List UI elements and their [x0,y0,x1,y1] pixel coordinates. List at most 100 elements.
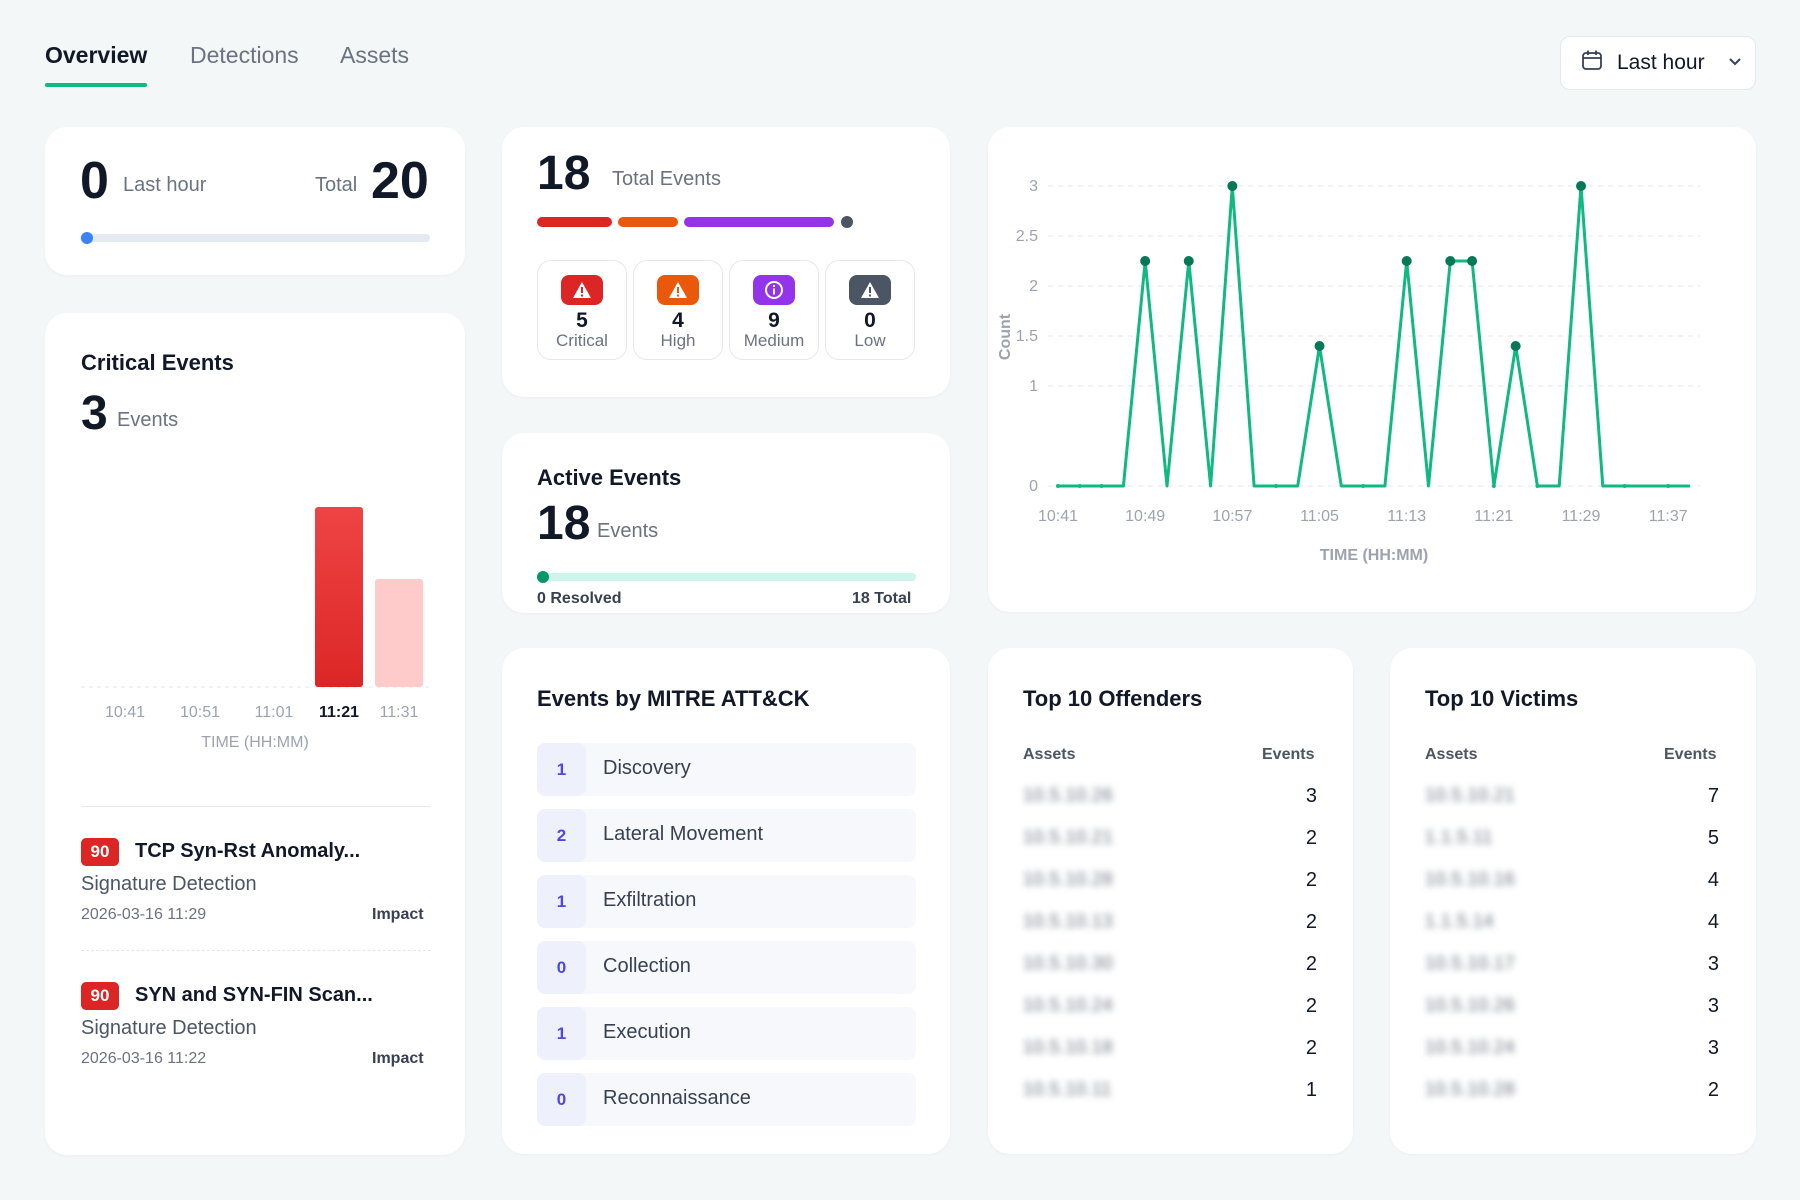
asset-ip[interactable]: 10.5.10.30 [1023,953,1114,973]
x-tick-label: 10:51 [180,704,220,721]
resolved-count: 0 [537,590,546,607]
data-point[interactable] [1535,484,1540,488]
asset-ip[interactable]: 1.1.5.11 [1425,827,1493,847]
x-tick-label: 11:21 [1474,508,1513,525]
y-tick-label: 3 [1029,178,1038,195]
asset-ip[interactable]: 10.5.10.16 [1425,869,1516,889]
data-point[interactable] [1510,341,1521,351]
critical-events-count: 3 [81,387,108,440]
active-total-count: 18 [852,590,870,607]
event-title[interactable]: SYN and SYN-FIN Scan... [135,984,373,1006]
line-chart-xlabel: TIME (HH:MM) [1320,547,1428,564]
active-tab-indicator [45,83,147,87]
data-point[interactable] [1077,484,1082,488]
time-range-dropdown[interactable]: Last hour [1560,36,1756,90]
event-title[interactable]: TCP Syn-Rst Anomaly... [135,840,361,862]
asset-event-count: 2 [1305,911,1317,933]
data-point[interactable] [1099,484,1104,488]
data-point[interactable] [1622,484,1627,488]
asset-ip[interactable]: 10.5.10.24 [1023,995,1114,1015]
mitre-tactic-count: 0 [537,941,586,994]
mitre-tactic-count: 1 [537,743,586,796]
active-events-count: 18 [537,497,591,550]
asset-ip[interactable]: 1.1.5.14 [1425,911,1495,931]
events-line-chart: 0 1 1.5 2 2.5 3 10:41 10:49 10:57 11:05 11:13 11:2… [997,178,1700,564]
mitre-tactic-label: Reconnaissance [603,1087,751,1109]
severity-medium-box[interactable]: 9 Medium [729,260,819,360]
summary-progress-dot [81,232,93,244]
tab-assets[interactable]: Assets [340,42,410,68]
top-victims-card [1390,648,1756,1154]
data-point[interactable] [1401,256,1412,266]
active-events-title: Active Events [537,465,682,490]
data-point[interactable] [1666,484,1671,488]
asset-ip[interactable]: 10.5.10.13 [1023,911,1114,931]
mitre-tactic-row[interactable]: 1 Execution [537,1007,916,1060]
data-point[interactable] [1467,256,1478,266]
total-events-count: 18 [537,147,591,200]
x-tick-label: 10:41 [105,704,145,721]
mitre-tactic-row[interactable]: 1 Exfiltration [537,875,916,928]
tab-detections[interactable]: Detections [190,42,299,68]
asset-ip[interactable]: 10.5.10.21 [1023,827,1114,847]
severity-high-box[interactable]: 4 High [633,260,723,360]
last-hour-label: Last hour [123,174,207,196]
severity-count: 9 [768,309,780,332]
x-tick-label: 11:01 [255,704,294,721]
mitre-tactic-row[interactable]: 2 Lateral Movement [537,809,916,862]
data-point[interactable] [1445,256,1456,266]
severity-count: 0 [864,309,876,332]
asset-ip[interactable]: 10.5.10.26 [1023,785,1114,805]
low-severity-dot [841,216,853,228]
asset-ip[interactable]: 10.5.10.28 [1425,1079,1516,1099]
mitre-tactic-row[interactable]: 1 Discovery [537,743,916,796]
data-point[interactable] [1273,484,1278,488]
critical-events-bar-chart: 10:41 10:51 11:01 11:21 11:31 TIME (HH:MM) [81,507,430,751]
data-point[interactable] [1576,181,1587,191]
data-point[interactable] [1183,256,1194,266]
asset-ip[interactable]: 10.5.10.24 [1425,1037,1516,1057]
mitre-tactic-row[interactable]: 0 Collection [537,941,916,994]
top-victims-title: Top 10 Victims [1425,686,1579,711]
event-tactic-tag: Impact [372,906,424,923]
victims-assets-header: Assets [1425,746,1478,763]
data-point[interactable] [1314,341,1325,351]
asset-ip[interactable]: 10.5.10.17 [1425,953,1516,973]
asset-event-count: 3 [1707,953,1719,975]
asset-ip[interactable]: 10.5.10.28 [1023,869,1114,889]
last-hour-count: 0 [80,152,109,210]
calendar-icon [1581,49,1603,77]
resolved-progress-dot [537,571,549,583]
summary-card [45,127,465,275]
mitre-tactic-label: Collection [603,955,691,977]
active-events-card [502,433,950,613]
asset-ip[interactable]: 10.5.10.18 [1023,1037,1114,1057]
severity-label: Critical [556,331,608,351]
severity-critical-box[interactable]: 5 Critical [537,260,627,360]
asset-event-count: 4 [1707,869,1719,891]
mitre-tactic-label: Exfiltration [603,889,697,911]
total-summary: 18 Total [852,590,911,608]
resolved-summary: 0 Resolved [537,590,622,608]
data-point[interactable] [1491,484,1496,488]
victims-events-header: Events [1664,746,1717,763]
mitre-tactic-count: 0 [537,1073,586,1126]
data-point[interactable] [1056,484,1060,488]
asset-event-count: 3 [1707,1037,1719,1059]
warning-triangle-icon [657,275,699,305]
data-point[interactable] [1140,256,1151,266]
asset-ip[interactable]: 10.5.10.21 [1425,785,1516,805]
asset-event-count: 5 [1707,827,1719,849]
data-point[interactable] [1227,181,1238,191]
severity-low-box[interactable]: 0 Low [825,260,915,360]
asset-ip[interactable]: 10.5.10.11 [1023,1079,1112,1099]
asset-event-count: 2 [1305,869,1317,891]
tab-overview[interactable]: Overview [45,42,148,68]
asset-ip[interactable]: 10.5.10.26 [1425,995,1516,1015]
x-tick-label: 11:13 [1387,508,1426,525]
events-series-line [1058,184,1690,488]
top-offenders-title: Top 10 Offenders [1023,686,1203,711]
mitre-tactic-label: Execution [603,1021,691,1043]
data-point[interactable] [1361,484,1366,488]
mitre-tactic-row[interactable]: 0 Reconnaissance [537,1073,916,1126]
